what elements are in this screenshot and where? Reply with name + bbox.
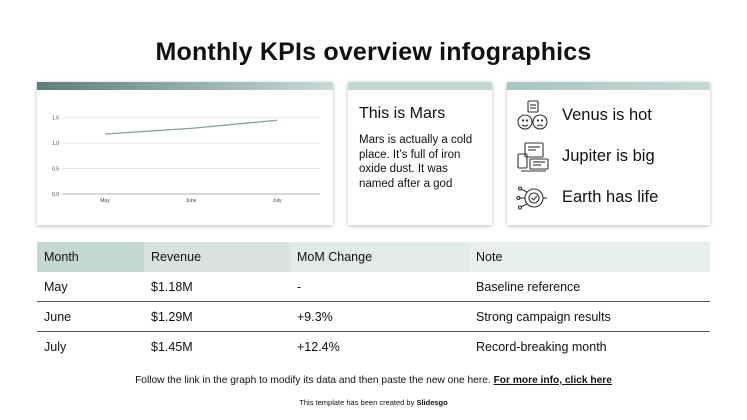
cell-month: June bbox=[37, 301, 144, 332]
cell-month: May bbox=[37, 272, 144, 302]
credit-prefix: This template has been created by bbox=[299, 398, 415, 407]
cell-mom-change: +12.4% bbox=[297, 339, 340, 354]
mars-card-accent-bar bbox=[348, 82, 492, 90]
mars-text: Mars is actually a cold place. It’s full… bbox=[359, 134, 473, 190]
planet-label-earth: Earth has life bbox=[562, 188, 659, 206]
revenue-line-chart[interactable]: 0.0 0.5 1.0 1.5 May June July bbox=[37, 90, 333, 225]
devices-icon bbox=[517, 142, 549, 172]
planets-card: Venus is hot Jupiter is big Earth has li… bbox=[507, 82, 710, 225]
cell-note: Record-breaking month bbox=[476, 339, 607, 354]
more-info-link[interactable]: For more info, click here bbox=[493, 375, 612, 386]
y-tick-label: 0.0 bbox=[52, 192, 59, 198]
table-header-row: Month Revenue MoM Change Note bbox=[37, 242, 710, 272]
y-tick-label: 1.5 bbox=[52, 116, 59, 122]
planet-row-earth: Earth has life bbox=[516, 182, 706, 214]
header-month: Month bbox=[37, 242, 144, 272]
table-row: June $1.29M +9.3% Strong campaign result… bbox=[37, 301, 710, 332]
cell-month: July bbox=[44, 339, 67, 354]
planet-label-venus: Venus is hot bbox=[562, 106, 652, 124]
table-row: July $1.45M +12.4% Record-breaking month bbox=[37, 332, 710, 362]
planet-label-jupiter: Jupiter is big bbox=[562, 147, 655, 165]
cell-revenue: $1.45M bbox=[151, 339, 193, 354]
cell-mom-change: - bbox=[290, 272, 469, 302]
revenue-series-line bbox=[104, 119, 278, 135]
x-tick-label: June bbox=[186, 198, 197, 204]
y-tick-label: 1.0 bbox=[52, 141, 59, 147]
y-tick-label: 0.5 bbox=[52, 167, 59, 173]
planet-row-jupiter: Jupiter is big bbox=[516, 141, 706, 173]
template-credit: This template has been created by Slides… bbox=[0, 398, 747, 407]
cell-revenue: $1.29M bbox=[144, 301, 290, 332]
footer-note: Follow the link in the graph to modify i… bbox=[0, 375, 747, 386]
x-tick-label: July bbox=[273, 198, 282, 204]
chart-card-accent-bar bbox=[37, 82, 333, 90]
target-network-icon bbox=[516, 186, 547, 210]
header-revenue: Revenue bbox=[144, 242, 290, 272]
mars-card: This is Mars Mars is actually a cold pla… bbox=[348, 82, 492, 225]
planets-card-accent-bar bbox=[507, 82, 710, 90]
chart-card: 0.0 0.5 1.0 1.5 May June July bbox=[37, 82, 333, 225]
x-tick-label: May bbox=[100, 198, 110, 204]
footer-text: Follow the link in the graph to modify i… bbox=[135, 375, 491, 386]
table-row: May $1.18M - Baseline reference bbox=[37, 272, 710, 302]
faces-icon bbox=[517, 100, 548, 130]
page-title: Monthly KPIs overview infographics bbox=[155, 38, 592, 66]
cell-revenue: $1.18M bbox=[144, 272, 290, 302]
mars-title: This is Mars bbox=[359, 105, 446, 122]
credit-brand[interactable]: Slidesgo bbox=[416, 398, 448, 407]
kpi-table: Month Revenue MoM Change Note May $1.18M… bbox=[37, 242, 710, 361]
header-mom-change: MoM Change bbox=[290, 242, 469, 272]
cell-note: Baseline reference bbox=[469, 272, 710, 302]
planet-row-venus: Venus is hot bbox=[516, 100, 706, 132]
cell-mom-change: +9.3% bbox=[290, 301, 469, 332]
header-note: Note bbox=[469, 242, 710, 272]
cell-note: Strong campaign results bbox=[469, 301, 710, 332]
